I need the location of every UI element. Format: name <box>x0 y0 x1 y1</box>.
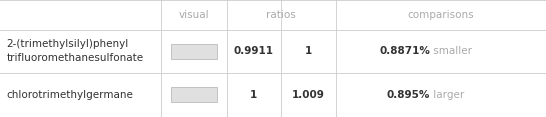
Text: 1: 1 <box>305 46 312 57</box>
Text: ratios: ratios <box>266 10 296 20</box>
Text: 1.009: 1.009 <box>292 90 325 100</box>
Text: smaller: smaller <box>430 46 472 57</box>
Text: 2-(trimethylsilyl)phenyl
trifluoromethanesulfonate: 2-(trimethylsilyl)phenyl trifluoromethan… <box>7 39 144 64</box>
Bar <box>170 87 217 102</box>
Text: visual: visual <box>179 10 209 20</box>
Bar <box>170 44 217 59</box>
Text: 0.9911: 0.9911 <box>234 46 274 57</box>
Text: comparisons: comparisons <box>407 10 474 20</box>
Text: 1: 1 <box>250 90 258 100</box>
Text: larger: larger <box>430 90 464 100</box>
Text: 0.895%: 0.895% <box>387 90 430 100</box>
Text: 0.8871%: 0.8871% <box>379 46 430 57</box>
Text: chlorotrimethylgermane: chlorotrimethylgermane <box>7 90 133 100</box>
